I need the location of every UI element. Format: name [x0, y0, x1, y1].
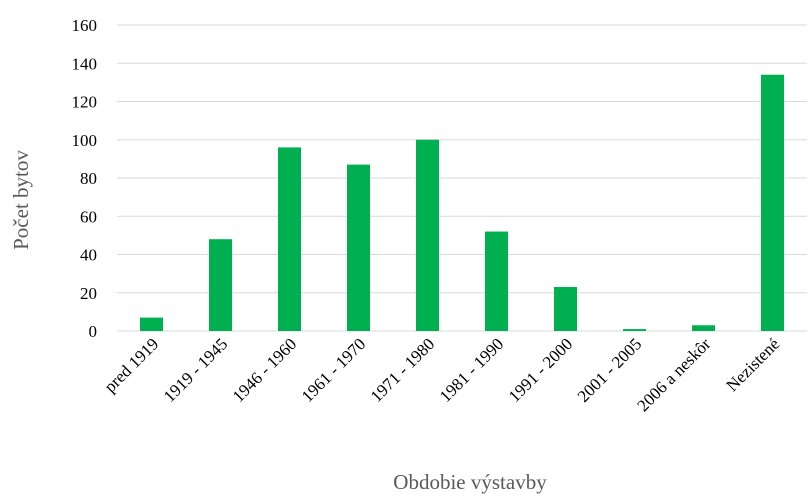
x-tick-label: 1919 - 1945 [160, 334, 232, 406]
x-tick-label: 1971 - 1980 [367, 334, 439, 406]
bar [347, 164, 370, 331]
y-tick-label: 20 [80, 284, 97, 303]
bar [209, 239, 232, 331]
bar [623, 329, 646, 331]
y-tick-label: 0 [89, 322, 98, 341]
bar [554, 287, 577, 331]
x-tick-label: 1961 - 1970 [298, 334, 370, 406]
x-tick-label: 1946 - 1960 [229, 334, 301, 406]
bar [761, 74, 784, 331]
bar [416, 139, 439, 331]
x-tick-label: 1981 - 1990 [436, 334, 508, 406]
x-tick-label: 1991 - 2000 [505, 334, 577, 406]
x-tick-label: 2001 - 2005 [574, 334, 646, 406]
bar [140, 317, 163, 331]
y-tick-label: 120 [72, 93, 98, 112]
y-tick-label: 160 [72, 16, 98, 35]
y-tick-label: 100 [72, 131, 98, 150]
y-axis-title: Počet bytov [9, 150, 33, 250]
y-tick-labels: 0 20 40 60 80 100 120 140 160 [72, 16, 98, 341]
x-axis-title: Obdobie výstavby [393, 470, 547, 494]
x-tick-label: pred 1919 [100, 334, 162, 396]
y-tick-label: 40 [80, 246, 97, 265]
y-tick-label: 80 [80, 169, 97, 188]
y-tick-label: 140 [72, 54, 98, 73]
bar [692, 325, 715, 331]
bar [485, 231, 508, 331]
bars [140, 74, 784, 331]
x-tick-label: Nezistené [722, 334, 783, 395]
x-tick-label: 2006 a neskôr [633, 334, 714, 415]
bar [278, 147, 301, 331]
y-tick-label: 60 [80, 207, 97, 226]
